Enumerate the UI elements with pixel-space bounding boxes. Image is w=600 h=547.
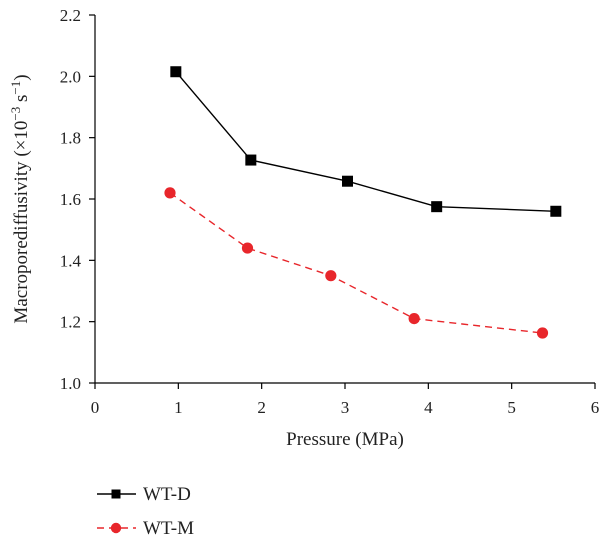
y-axis-title-exp2: −1 [8,81,23,95]
legend-label-wt-d: WT-D [143,484,191,505]
y-tick-label: 1.0 [60,374,81,393]
y-tick-label: 1.4 [60,251,82,270]
data-point-wt-d [170,66,182,78]
y-tick-label: 1.6 [60,190,81,209]
x-tick-label: 2 [257,398,266,417]
x-tick-label: 5 [507,398,516,417]
data-point-wt-d [550,205,562,217]
data-point-wt-d [245,154,257,166]
data-point-wt-m [325,270,337,282]
series-line-wt-d [175,71,556,212]
data-point-wt-m [164,187,176,199]
axes [94,15,595,384]
y-ticks: 1.0 1.2 1.4 1.6 1.8 2.0 2.2 [60,6,95,393]
x-tick-label: 0 [91,398,100,417]
x-axis-title: Pressure (MPa) [286,429,404,450]
series-wt-d [170,66,562,217]
y-axis-title-main: Macroporediffusivity (×10 [11,121,32,324]
legend-label-wt-m: WT-M [143,518,194,539]
legend-marker-wt-d [111,489,121,499]
y-axis-title-mid: s [11,95,32,107]
data-point-wt-d [342,175,353,187]
y-tick-label: 1.8 [60,129,81,148]
legend: WT-D WT-M [97,484,194,539]
x-tick-label: 4 [424,398,433,417]
series-wt-m [164,187,549,339]
legend-item-wt-d: WT-D [97,484,191,505]
x-tick-label: 3 [341,398,350,417]
legend-item-wt-m: WT-M [97,518,194,539]
series-line-wt-m [169,192,543,334]
data-point-wt-m [241,242,254,254]
y-tick-label: 2.2 [60,6,81,25]
data-point-wt-d [431,201,443,213]
legend-marker-wt-m [110,522,122,534]
x-tick-label: 1 [174,398,183,417]
y-axis-title: Macroporediffusivity (×10−3 s−1) [8,74,32,323]
data-point-wt-m [408,313,420,325]
y-tick-label: 2.0 [60,67,81,86]
y-axis-title-exp1: −3 [8,107,23,121]
data-point-wt-m [536,327,549,339]
x-tick-label: 6 [591,398,600,417]
y-axis-title-close: ) [11,74,32,80]
y-tick-label: 1.2 [60,313,81,332]
x-ticks: 0 1 2 3 4 5 6 [91,383,600,417]
plot-series [164,66,562,339]
